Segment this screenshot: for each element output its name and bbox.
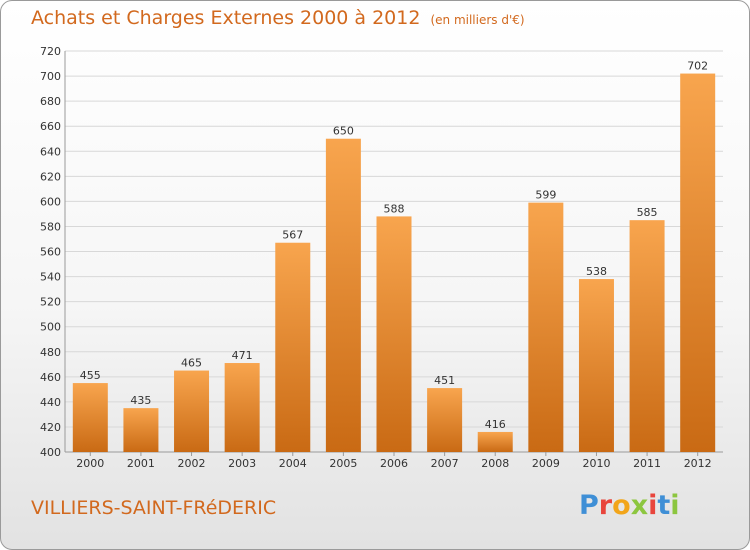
x-tick-label: 2001	[127, 457, 155, 470]
y-tick-label: 600	[40, 195, 61, 208]
bar-value-label: 650	[333, 125, 354, 138]
y-tick-label: 400	[40, 446, 61, 459]
place-name: VILLIERS-SAINT-FRéDERIC	[31, 497, 277, 519]
chart-subtitle: (en milliers d'€)	[430, 13, 525, 27]
y-tick-label: 680	[40, 95, 61, 108]
bar-value-label: 416	[485, 418, 506, 431]
bar-value-label: 451	[434, 374, 455, 387]
bar	[477, 431, 513, 452]
y-tick-label: 420	[40, 421, 61, 434]
logo-letter: i	[670, 490, 680, 521]
chart-title-text: Achats et Charges Externes 2000 à 2012	[31, 7, 421, 29]
bar-value-label: 465	[181, 357, 202, 370]
bar	[528, 202, 564, 452]
bar	[123, 408, 159, 452]
y-tick-label: 460	[40, 371, 61, 384]
bar	[325, 138, 361, 452]
bar	[578, 279, 614, 452]
x-tick-label: 2004	[279, 457, 307, 470]
logo-letter: P	[579, 490, 599, 521]
logo-letter: r	[598, 490, 613, 521]
y-tick-label: 640	[40, 145, 61, 158]
logo-letter: i	[648, 490, 658, 521]
y-tick-label: 580	[40, 220, 61, 233]
bar-value-label: 567	[282, 229, 303, 242]
x-tick-label: 2002	[178, 457, 206, 470]
bar	[629, 220, 665, 452]
x-tick-label: 2010	[582, 457, 610, 470]
logo-letter: o	[612, 490, 631, 521]
bar	[72, 383, 108, 452]
y-tick-label: 540	[40, 271, 61, 284]
y-tick-label: 660	[40, 120, 61, 133]
x-tick-label: 2012	[684, 457, 712, 470]
bar-value-label: 455	[80, 369, 101, 382]
bar	[174, 370, 210, 452]
x-tick-label: 2007	[431, 457, 459, 470]
y-tick-label: 620	[40, 170, 61, 183]
y-tick-label: 440	[40, 396, 61, 409]
bar	[275, 242, 311, 452]
bar-value-label: 599	[535, 189, 556, 202]
bar-value-label: 538	[586, 265, 607, 278]
bar-value-label: 585	[637, 206, 658, 219]
chart-title: Achats et Charges Externes 2000 à 2012 (e…	[31, 7, 525, 29]
bar	[680, 73, 716, 453]
x-tick-label: 2005	[329, 457, 357, 470]
x-tick-label: 2009	[532, 457, 560, 470]
bar	[224, 363, 260, 452]
logo-letter: t	[657, 490, 671, 521]
logo-letter: x	[630, 490, 649, 521]
y-tick-label: 520	[40, 296, 61, 309]
x-tick-label: 2011	[633, 457, 661, 470]
bar	[427, 388, 463, 452]
x-tick-label: 2008	[481, 457, 509, 470]
bar	[376, 216, 412, 452]
bar-value-label: 471	[232, 349, 253, 362]
y-tick-label: 500	[40, 321, 61, 334]
bar-value-label: 588	[384, 202, 405, 215]
x-tick-label: 2006	[380, 457, 408, 470]
y-tick-label: 560	[40, 246, 61, 259]
y-tick-label: 720	[40, 45, 61, 58]
bar-value-label: 435	[130, 394, 151, 407]
y-tick-label: 700	[40, 70, 61, 83]
y-tick-label: 480	[40, 346, 61, 359]
x-tick-label: 2000	[76, 457, 104, 470]
x-tick-label: 2003	[228, 457, 256, 470]
proxiti-logo: Proxiti	[579, 490, 680, 521]
bar-value-label: 702	[687, 60, 708, 73]
